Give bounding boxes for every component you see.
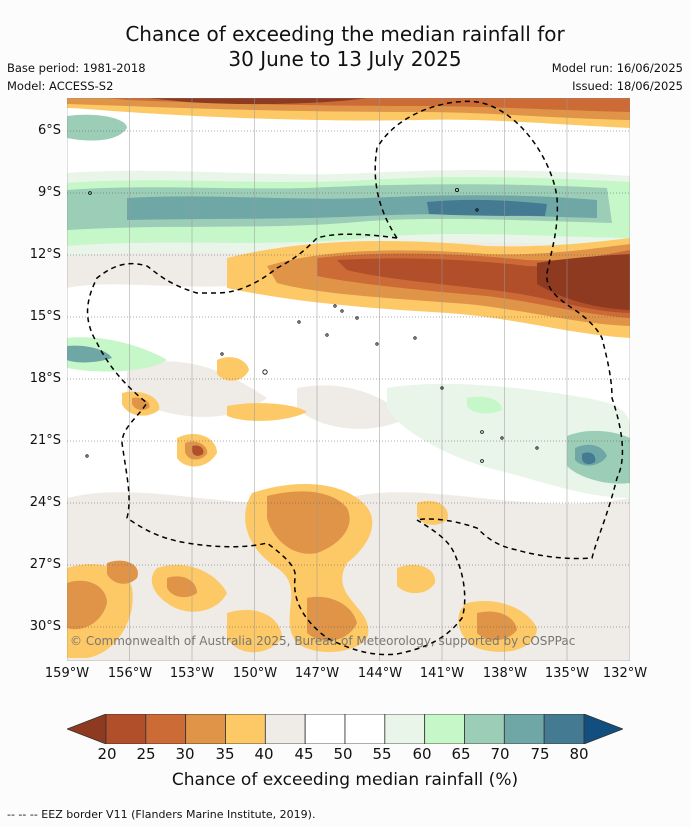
lat-label: 24°S [29,495,61,510]
colorbar-tick: 35 [215,745,235,763]
lat-label: 6°S [37,123,61,138]
eez-footnote: -- -- -- EEZ border V11 (Flanders Marine… [7,808,316,821]
colorbar-tick: 65 [451,745,471,763]
colorbar-tick: 55 [372,745,392,763]
colorbar-cell [225,714,266,744]
colorbar-cell [503,714,545,744]
colorbar-tick: 25 [136,745,156,763]
colorbar-tick: 40 [254,745,274,763]
colorbar [67,714,623,744]
title-line-1: Chance of exceeding the median rainfall … [125,22,565,46]
lat-label: 21°S [29,433,61,448]
lat-label: 18°S [29,371,61,386]
chart-title: Chance of exceeding the median rainfall … [0,22,690,72]
lon-label: 159°W [44,666,90,681]
colorbar-tick: 80 [569,745,589,763]
colorbar-tick: 45 [294,745,314,763]
colorbar-tick: 30 [175,745,195,763]
colorbar-cell [145,714,187,744]
colorbar-title: Chance of exceeding median rainfall (%) [171,770,519,790]
copyright-notice: © Commonwealth of Australia 2025, Bureau… [70,634,576,648]
colorbar-tick: 20 [97,745,117,763]
colorbar-tick: 70 [490,745,510,763]
issued-date: Issued: 18/06/2025 [572,79,683,93]
colorbar-extend-high [583,714,623,744]
lat-label: 9°S [37,185,61,200]
lon-label: 132°W [602,666,648,681]
lon-label: 153°W [169,666,215,681]
lon-label: 147°W [294,666,340,681]
model-run: Model run: 16/06/2025 [551,61,683,75]
colorbar-cell [543,714,585,744]
colorbar-cell [384,714,426,744]
lon-label: 156°W [107,666,153,681]
colorbar-extend-low [67,714,107,744]
lon-label: 150°W [232,666,278,681]
title-line-2: 30 June to 13 July 2025 [228,47,462,71]
lat-label: 30°S [29,619,61,634]
colorbar-cell [105,714,147,744]
colorbar-cell [185,714,226,744]
colorbar-cell [464,714,505,744]
lon-label: 135°W [544,666,590,681]
lon-label: 144°W [357,666,403,681]
colorbar-cell [304,714,346,744]
lon-label: 138°W [482,666,528,681]
colorbar-tick: 75 [530,745,550,763]
rainfall-map [67,98,630,661]
lon-label: 141°W [419,666,465,681]
colorbar-cell [424,714,465,744]
meta-right: Model run: 16/06/2025 Issued: 18/06/2025 [552,59,683,95]
meta-left: Base period: 1981-2018 Model: ACCESS-S2 [7,59,146,95]
colorbar-tick: 50 [333,745,353,763]
lat-label: 12°S [29,247,61,262]
lat-label: 27°S [29,557,61,572]
colorbar-tick: 60 [412,745,432,763]
colorbar-cell [264,714,306,744]
model-name: Model: ACCESS-S2 [7,79,114,93]
base-period: Base period: 1981-2018 [7,61,146,75]
lat-label: 15°S [29,309,61,324]
colorbar-cell [344,714,386,744]
